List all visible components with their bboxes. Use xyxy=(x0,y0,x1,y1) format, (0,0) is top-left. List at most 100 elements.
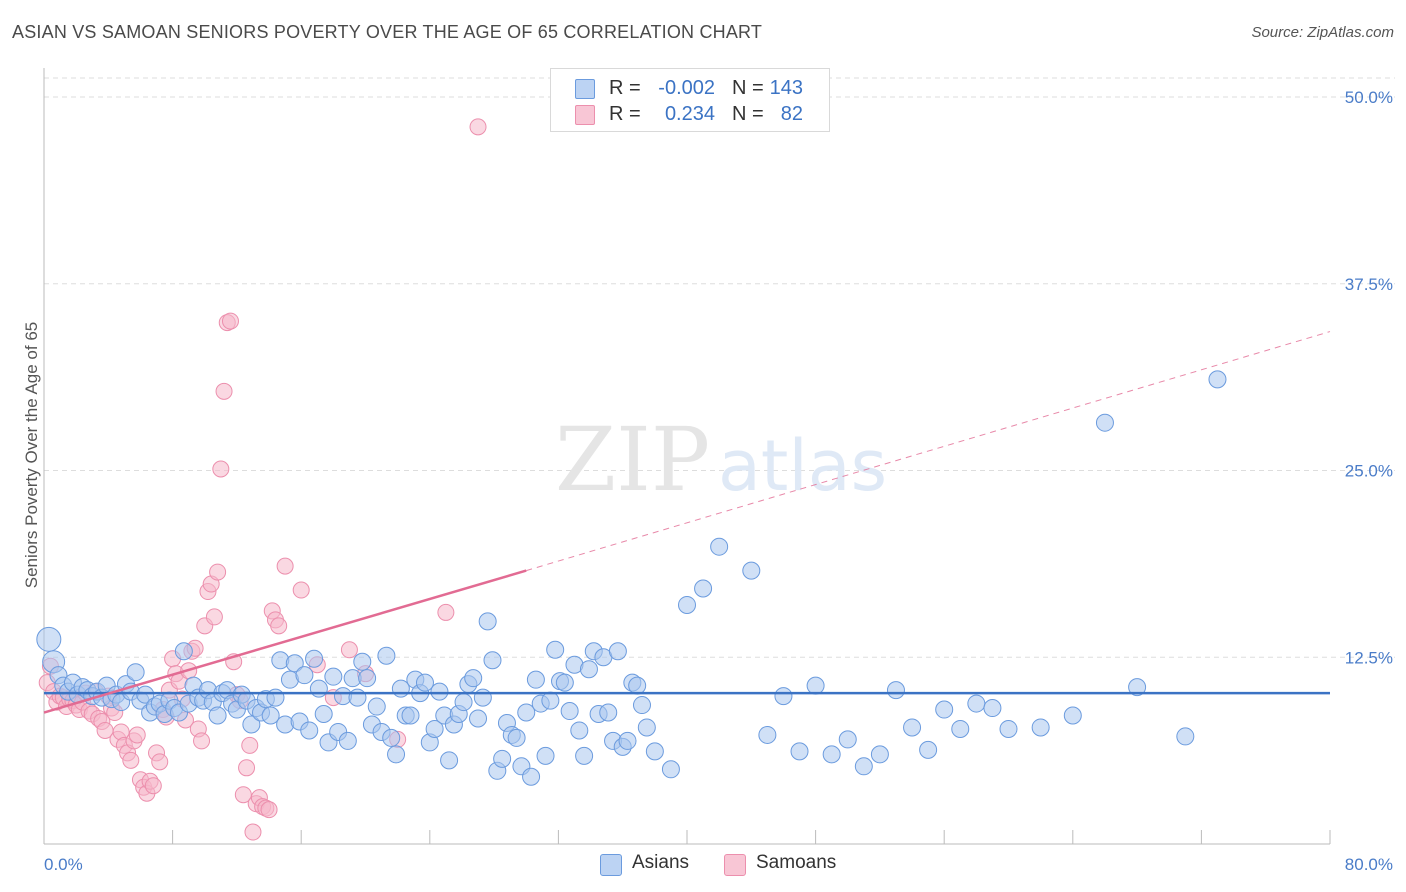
asian-point xyxy=(1128,678,1147,697)
samoan-point xyxy=(144,777,162,795)
asian-point xyxy=(1031,718,1050,737)
asian-point xyxy=(637,718,656,737)
samoan-swatch xyxy=(575,105,595,125)
samoan-point xyxy=(209,563,227,581)
asian-point xyxy=(478,612,497,631)
asian-point xyxy=(483,651,502,670)
asian-point xyxy=(522,767,541,786)
asian-point xyxy=(1095,413,1114,432)
watermark-atlas: atlas xyxy=(718,425,887,507)
asian-point xyxy=(493,749,512,768)
asian-point xyxy=(951,719,970,738)
trend-lines xyxy=(43,331,1331,714)
asian-point xyxy=(1176,727,1195,746)
samoan-point xyxy=(437,603,455,621)
asian-point xyxy=(367,697,386,716)
asian-point xyxy=(579,660,598,679)
watermark-zip: ZIP xyxy=(555,408,710,511)
asian-point xyxy=(440,751,459,770)
asian-point xyxy=(464,669,483,688)
asian-point xyxy=(570,721,589,740)
asian-point xyxy=(886,681,905,700)
asian-point xyxy=(854,757,873,776)
asian-point xyxy=(473,688,492,707)
asian-point xyxy=(661,760,680,779)
legend-row-asians: R = -0.002 N = 143 xyxy=(551,75,829,101)
x-tick-label: 0.0% xyxy=(44,855,83,874)
source-note: Source: ZipAtlas.com xyxy=(1251,24,1394,41)
samoan-point xyxy=(244,823,262,841)
samoan-point xyxy=(238,759,256,777)
asian-point xyxy=(628,676,647,695)
asian-point xyxy=(694,579,713,598)
samoan-point xyxy=(122,751,140,769)
n-label: N = xyxy=(732,103,764,125)
asian-point xyxy=(208,706,227,725)
samoan-point xyxy=(128,726,146,744)
asian-point xyxy=(266,688,285,707)
asian-point xyxy=(136,685,155,704)
asian-point xyxy=(285,654,304,673)
asian-points xyxy=(36,370,1227,786)
asian-point xyxy=(742,561,761,580)
asian-point xyxy=(36,626,62,652)
samoan-point xyxy=(260,801,278,819)
y-axis-label: Seniors Poverty Over the Age of 65 xyxy=(22,322,41,588)
samoan-point xyxy=(270,617,288,635)
samoan-point xyxy=(151,753,169,771)
x-tick-label: 80.0% xyxy=(1345,855,1393,874)
asian-point xyxy=(541,691,560,710)
asian-point xyxy=(935,700,954,719)
asian-swatch xyxy=(575,79,595,99)
samoan-point xyxy=(276,557,294,575)
asian-point xyxy=(536,746,555,765)
asian-point xyxy=(469,709,488,728)
asian-point xyxy=(774,687,793,706)
samoan-trend-extension xyxy=(526,331,1331,572)
n-value: 82 xyxy=(780,103,803,125)
asian-point xyxy=(983,699,1002,718)
asian-point xyxy=(575,746,594,765)
samoan-point xyxy=(205,608,223,626)
r-label: R = xyxy=(609,103,641,125)
asian-point xyxy=(309,679,328,698)
asian-point xyxy=(1208,370,1227,389)
r-value: 0.234 xyxy=(664,103,715,125)
asian-point xyxy=(415,673,434,692)
asian-point xyxy=(324,667,343,686)
asian-point xyxy=(758,725,777,744)
asian-point xyxy=(822,745,841,764)
y-tick-label: 50.0% xyxy=(1345,88,1393,107)
samoan-point xyxy=(340,641,358,659)
asian-point xyxy=(261,706,280,725)
asian-point xyxy=(305,649,324,668)
asian-point xyxy=(387,745,406,764)
asian-point xyxy=(353,652,372,671)
asian-point xyxy=(838,730,857,749)
samoan-point xyxy=(234,786,252,804)
asian-point xyxy=(903,718,922,737)
legend-label-samoans: Samoans xyxy=(756,852,837,873)
asian-point xyxy=(507,728,526,747)
watermark: ZIP atlas xyxy=(555,408,887,511)
samoan-points xyxy=(38,118,487,841)
asian-point xyxy=(430,682,449,701)
correlation-legend: R = -0.002 N = 143 R = 0.234 N = 82 xyxy=(550,68,830,132)
asian-point xyxy=(632,696,651,715)
asian-point xyxy=(242,715,261,734)
samoan-point xyxy=(212,460,230,478)
asian-point xyxy=(526,670,545,689)
y-tick-label: 25.0% xyxy=(1345,462,1393,481)
samoan-point xyxy=(292,581,310,599)
samoan-point xyxy=(215,382,233,400)
asian-point xyxy=(806,676,825,695)
asian-point xyxy=(401,706,420,725)
samoan-point xyxy=(193,732,211,750)
samoan-point xyxy=(221,312,239,330)
r-label: R = xyxy=(609,77,641,99)
asian-point xyxy=(126,663,145,682)
asian-point xyxy=(174,642,193,661)
legend-row-samoans: R = 0.234 N = 82 xyxy=(551,101,829,127)
chart-title: ASIAN VS SAMOAN SENIORS POVERTY OVER THE… xyxy=(12,22,763,42)
